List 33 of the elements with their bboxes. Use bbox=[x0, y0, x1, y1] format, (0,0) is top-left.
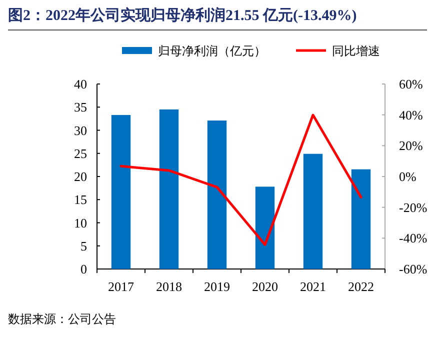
y-tick-label: 5 bbox=[80, 238, 87, 254]
y2-tick-label: -40% bbox=[399, 230, 428, 246]
legend-label: 归母净利润（亿元） bbox=[158, 44, 266, 58]
y-tick-label: 35 bbox=[74, 100, 87, 115]
y2-tick-label: 0% bbox=[399, 169, 416, 184]
x-tick-label: 2020 bbox=[252, 279, 278, 294]
legend-label: 同比增速 bbox=[332, 44, 380, 58]
y2-tick-label: 20% bbox=[399, 138, 423, 154]
bar bbox=[303, 154, 323, 269]
y-tick-label: 15 bbox=[74, 192, 87, 208]
y-tick-label: 30 bbox=[74, 122, 87, 138]
bar bbox=[159, 109, 179, 269]
y2-tick-label: -60% bbox=[399, 262, 428, 276]
x-tick-label: 2019 bbox=[204, 279, 230, 294]
source-note: 数据来源：公司公告 bbox=[8, 312, 116, 326]
y2-tick-label: 60% bbox=[399, 76, 423, 92]
x-tick-label: 2017 bbox=[108, 279, 134, 294]
bar bbox=[351, 169, 371, 269]
y2-tick-label: -20% bbox=[399, 200, 428, 215]
y-tick-label: 40 bbox=[74, 76, 87, 92]
bar bbox=[111, 114, 131, 269]
x-tick-label: 2018 bbox=[156, 279, 182, 294]
line-series bbox=[120, 114, 362, 246]
bar bbox=[255, 186, 275, 269]
y-tick-label: 25 bbox=[74, 146, 87, 161]
y-tick-label: 10 bbox=[74, 215, 87, 230]
y-tick-label: 20 bbox=[74, 169, 87, 184]
y-tick-label: 0 bbox=[80, 262, 87, 276]
x-tick-label: 2022 bbox=[348, 279, 374, 294]
y2-tick-label: 40% bbox=[399, 107, 423, 122]
x-tick-label: 2021 bbox=[300, 279, 326, 294]
bar bbox=[207, 120, 227, 269]
chart-title: 图2：2022年公司实现归母净利润21.55 亿元(-13.49%) bbox=[8, 6, 357, 24]
